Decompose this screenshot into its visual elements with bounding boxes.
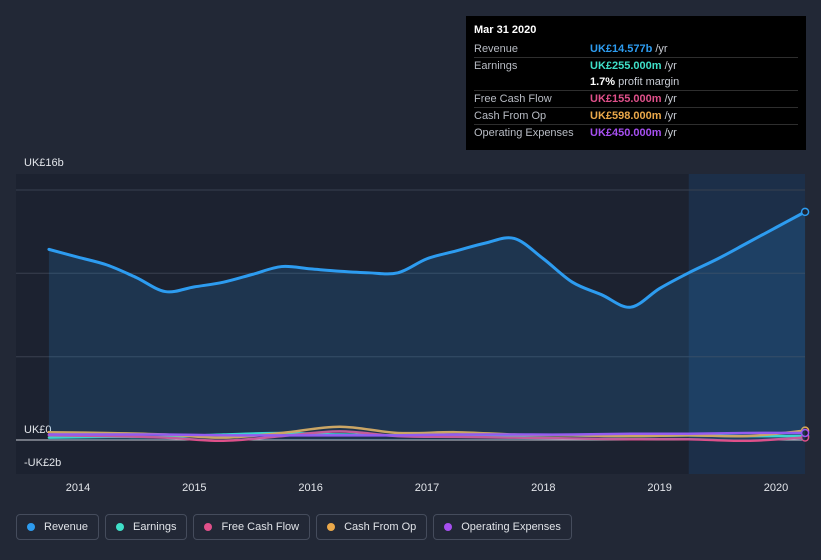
- legend-item-cash-from-op[interactable]: Cash From Op: [316, 514, 428, 540]
- tooltip-row-label: Earnings: [474, 60, 518, 72]
- tooltip-row-value: UK£14.577b: [590, 43, 653, 55]
- tooltip-row-unit: /yr: [664, 110, 677, 122]
- series-line-free-cash-flow: [47, 430, 807, 443]
- tooltip-row-value: UK£255.000m: [590, 60, 662, 72]
- y-tick-label: UK£16b: [24, 157, 64, 169]
- tooltip-row: Operating Expenses UK£450.000m/yr: [474, 124, 798, 141]
- legend-item-operating-expenses[interactable]: Operating Expenses: [433, 514, 572, 540]
- y-axis-labels: UK£16b UK£0 -UK£2b: [24, 157, 64, 469]
- x-tick-label: 2017: [415, 482, 439, 494]
- y-tick-label: UK£0: [24, 424, 52, 436]
- x-tick-label: 2016: [298, 482, 322, 494]
- legend-label: Operating Expenses: [461, 521, 561, 533]
- x-tick-label: 2018: [531, 482, 555, 494]
- tooltip-row-unit: /yr: [655, 43, 668, 55]
- series-line-revenue: [47, 210, 807, 309]
- tooltip-row-label: Cash From Op: [474, 110, 547, 122]
- y-tick-label: -UK£2b: [24, 457, 61, 469]
- series-line-operating-expenses: [47, 431, 807, 437]
- tooltip-row-label: Revenue: [474, 43, 519, 55]
- tooltip-row-unit: /yr: [664, 60, 677, 72]
- legend-dot-icon: [27, 523, 35, 531]
- legend-label: Cash From Op: [344, 521, 417, 533]
- tooltip-row-value: UK£598.000m: [590, 110, 662, 122]
- x-tick-label: 2015: [182, 482, 206, 494]
- series-area-revenue: [48, 211, 806, 440]
- tooltip-date: Mar 31 2020: [474, 24, 537, 36]
- tooltip-row-label: [474, 74, 590, 90]
- x-axis-labels: 2014 2015 2016 2017 2018 2019 2020: [66, 482, 788, 494]
- tooltip-row: Revenue UK£14.577b/yr: [474, 41, 798, 57]
- series-end-point-operating-expenses: [800, 428, 810, 438]
- tooltip-row: Free Cash Flow UK£155.000m/yr: [474, 90, 798, 107]
- tooltip-row: Earnings UK£255.000m/yr: [474, 57, 798, 74]
- chart-legend: Revenue Earnings Free Cash Flow Cash From O…: [16, 514, 578, 540]
- legend-label: Revenue: [44, 521, 89, 533]
- tooltip-row-unit: profit margin: [618, 76, 680, 88]
- tooltip-row-value: UK£450.000m: [590, 127, 662, 139]
- x-tick-label: 2020: [764, 482, 788, 494]
- tooltip-row-value: UK£155.000m: [590, 93, 662, 105]
- legend-dot-icon: [204, 523, 213, 531]
- legend-item-revenue[interactable]: Revenue: [16, 514, 100, 540]
- legend-dot-icon: [116, 523, 125, 531]
- tooltip-row-label: Operating Expenses: [474, 127, 574, 139]
- tooltip-panel: Mar 31 2020 Revenue UK£14.577b/yr Earnings…: [466, 16, 806, 150]
- tooltip-row-label: Free Cash Flow: [474, 93, 552, 105]
- series-end-point-revenue: [800, 207, 810, 217]
- tooltip-row: 1.7% profit margin: [474, 74, 798, 90]
- series-layer: [47, 207, 810, 443]
- tooltip-row-value: 1.7%: [590, 76, 616, 88]
- tooltip-rows: Revenue UK£14.577b/yr Earnings UK£255.000m /…: [474, 41, 798, 141]
- tooltip-row-unit: /yr: [664, 93, 677, 105]
- legend-item-earnings[interactable]: Earnings: [105, 514, 188, 540]
- legend-item-free-cash-flow[interactable]: Free Cash Flow: [193, 514, 311, 540]
- legend-dot-icon: [444, 523, 453, 531]
- legend-dot-icon: [327, 523, 336, 531]
- x-tick-label: 2019: [647, 482, 671, 494]
- x-tick-label: 2014: [66, 482, 90, 494]
- tooltip-row: Cash From Op UK£598.000m/yr: [474, 107, 798, 124]
- legend-label: Earnings: [133, 521, 177, 533]
- legend-label: Free Cash Flow: [221, 521, 300, 533]
- tooltip-row-unit: /yr: [664, 127, 677, 139]
- plot-background: [16, 174, 805, 474]
